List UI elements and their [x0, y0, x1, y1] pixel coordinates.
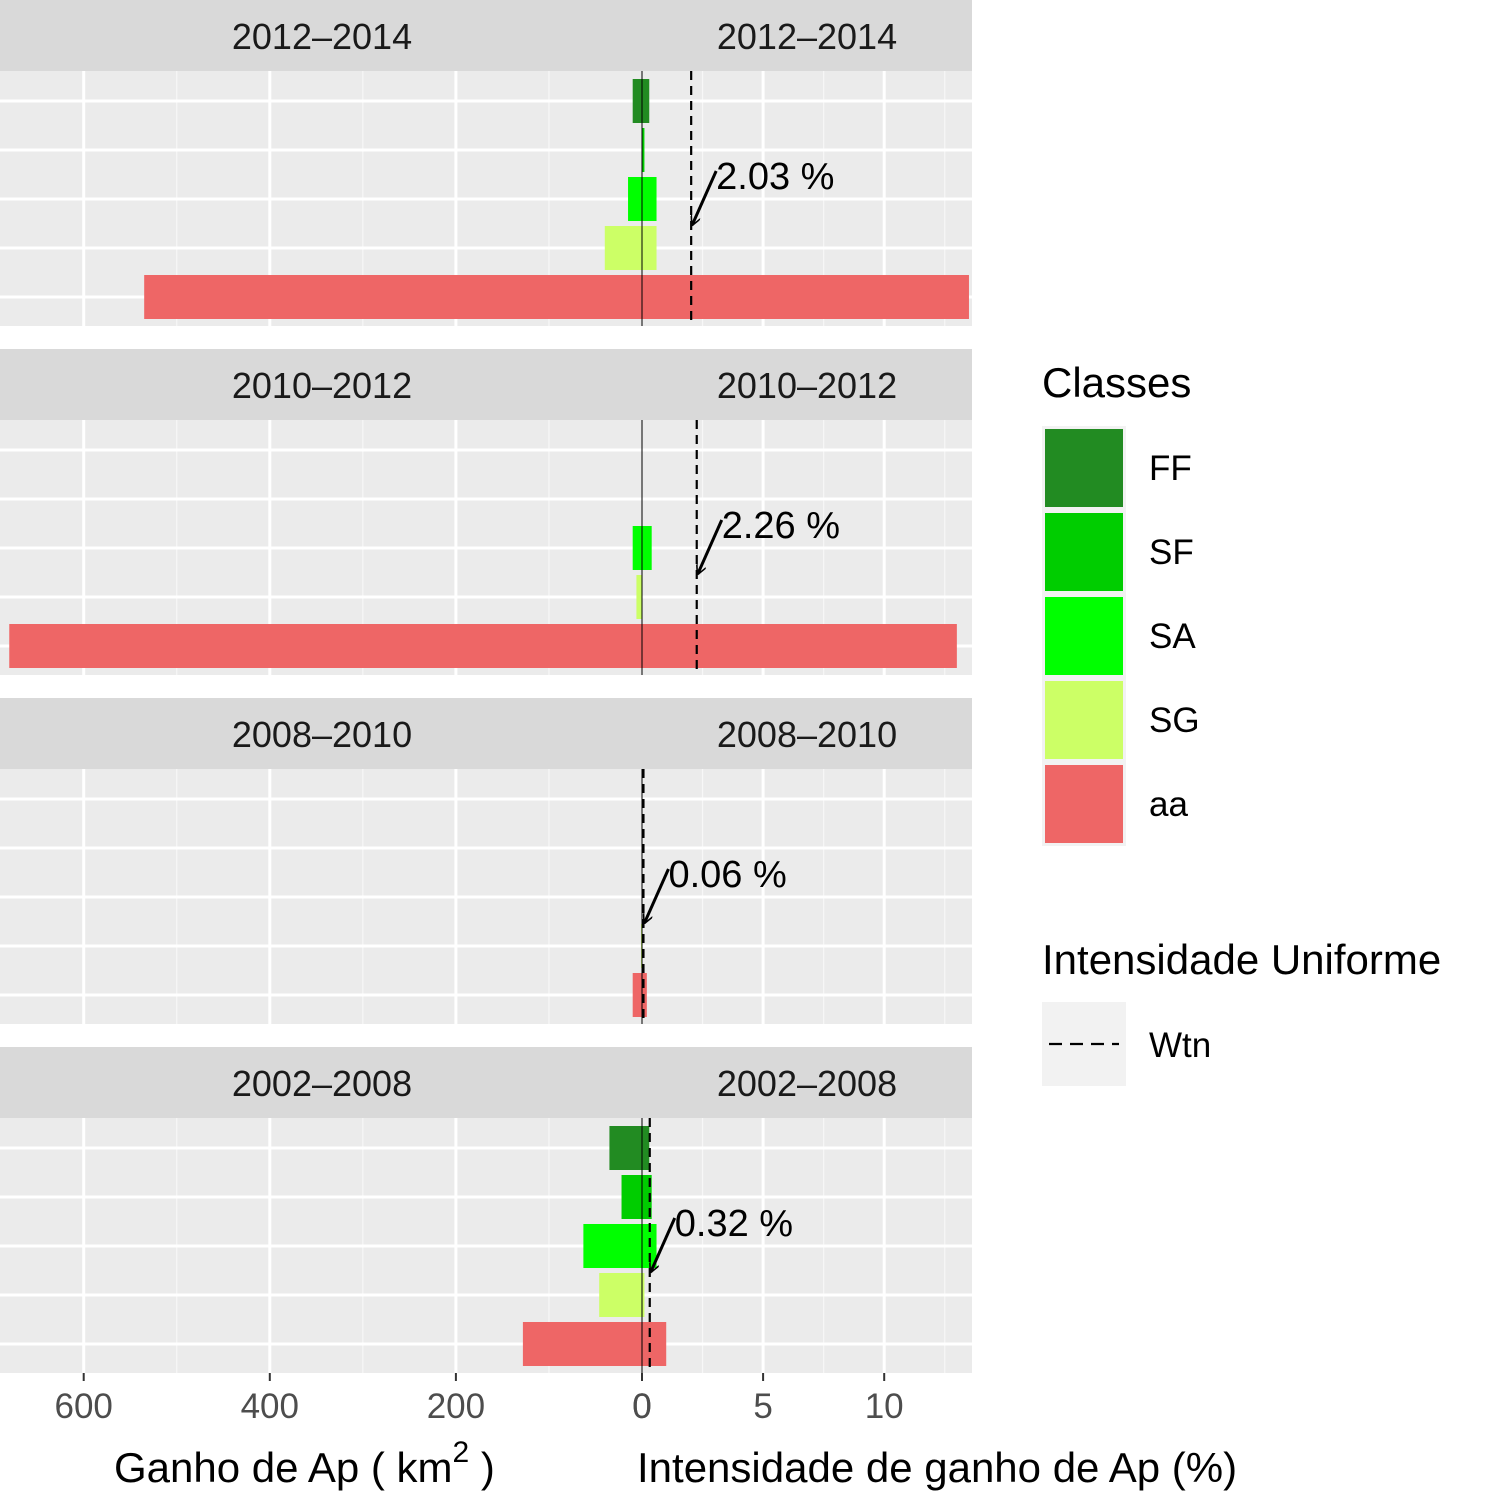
legend-title-uniform: Intensidade Uniforme [1042, 936, 1441, 983]
strip-label-right: 2008–2010 [717, 714, 897, 755]
strip-label-right: 2002–2008 [717, 1063, 897, 1104]
bar-intensity-aa [642, 624, 957, 668]
bar-intensity-aa [642, 275, 969, 319]
panel-2: 2008–2010 2008–2010 0.06 % [0, 698, 972, 1024]
bar-intensity-SF [642, 1175, 652, 1219]
strip-label-left: 2002–2008 [232, 1063, 412, 1104]
left-axis-tick-label: 200 [427, 1387, 485, 1426]
legend-label-SG: SG [1149, 701, 1200, 740]
left-axis-title-superscript: 2 [453, 1436, 470, 1469]
strip-background [0, 0, 972, 71]
legend: Classes FF SF SA SG aa Intensidade Uniforme Wtn [1042, 359, 1441, 1086]
strip-background [0, 698, 972, 769]
bar-intensity-SG [642, 1273, 645, 1317]
bar-intensity-FF [642, 1126, 650, 1170]
bar-gain-SA [628, 177, 642, 221]
bar-intensity-SG [642, 226, 657, 270]
legend-swatch-SG [1045, 681, 1123, 759]
bar-gain-aa [9, 624, 642, 668]
annotation-label: 2.03 % [716, 156, 834, 198]
legend-title-classes: Classes [1042, 359, 1191, 406]
bar-gain-SF [621, 1175, 642, 1219]
legend-label-SF: SF [1149, 533, 1194, 572]
right-axis-tick-label: 5 [753, 1387, 772, 1426]
bar-intensity-FF [642, 79, 650, 123]
bar-gain-SG [636, 575, 642, 619]
annotation-label: 0.32 % [675, 1203, 793, 1245]
bar-gain-FF [609, 1126, 642, 1170]
legend-label-FF: FF [1149, 449, 1192, 488]
left-axis-title-close: ) [469, 1444, 495, 1491]
left-axis-title-text: Ganho de Ap ( km [114, 1444, 453, 1491]
annotation-label: 2.26 % [722, 505, 840, 547]
left-axis-tick-label: 400 [241, 1387, 299, 1426]
annotation-label: 0.06 % [668, 854, 786, 896]
legend-swatch-SF [1045, 513, 1123, 591]
legend-label-SA: SA [1149, 617, 1196, 656]
legend-swatch-FF [1045, 429, 1123, 507]
annotation-arrow [692, 170, 718, 225]
bar-gain-SG [604, 226, 642, 270]
strip-background [0, 349, 972, 420]
bar-intensity-SF [642, 128, 645, 172]
bar-intensity-SA [642, 177, 657, 221]
panel-1: 2010–2012 2010–2012 2.26 % [0, 349, 972, 675]
annotation-arrow [644, 868, 670, 923]
annotation-arrow [698, 519, 724, 574]
bar-intensity-SA [642, 526, 652, 570]
bar-gain-aa [632, 973, 642, 1017]
bar-intensity-aa [642, 1322, 667, 1366]
legend-swatch-SA [1045, 597, 1123, 675]
left-axis-tick-label: 600 [54, 1387, 112, 1426]
bar-gain-FF [632, 79, 642, 123]
legend-label-wtn: Wtn [1149, 1026, 1211, 1065]
right-axis-title: Intensidade de ganho de Ap (%) [637, 1444, 1237, 1491]
legend-label-aa: aa [1149, 785, 1188, 824]
legend-swatch-aa [1045, 765, 1123, 843]
annotation-arrow [651, 1217, 677, 1272]
bar-gain-SG [599, 1273, 642, 1317]
right-axis-tick-label: 0 [632, 1387, 651, 1426]
strip-label-left: 2008–2010 [232, 714, 412, 755]
strip-label-left: 2010–2012 [232, 365, 412, 406]
bar-gain-aa [522, 1322, 642, 1366]
strip-background [0, 1047, 972, 1118]
left-axis-title: Ganho de Ap ( km2 ) [114, 1436, 495, 1491]
right-axis-tick-label: 10 [865, 1387, 904, 1426]
bar-gain-SA [632, 526, 642, 570]
strip-label-left: 2012–2014 [232, 16, 412, 57]
bar-gain-SA [583, 1224, 642, 1268]
panel-0: 2012–2014 2012–2014 2.03 % [0, 0, 972, 326]
strip-label-right: 2012–2014 [717, 16, 897, 57]
left-axis-tick-label: 0 [632, 1387, 651, 1426]
strip-label-right: 2010–2012 [717, 365, 897, 406]
panel-3: 2002–2008 2002–2008 0.32 % [0, 1047, 972, 1373]
bar-gain-aa [144, 275, 642, 319]
